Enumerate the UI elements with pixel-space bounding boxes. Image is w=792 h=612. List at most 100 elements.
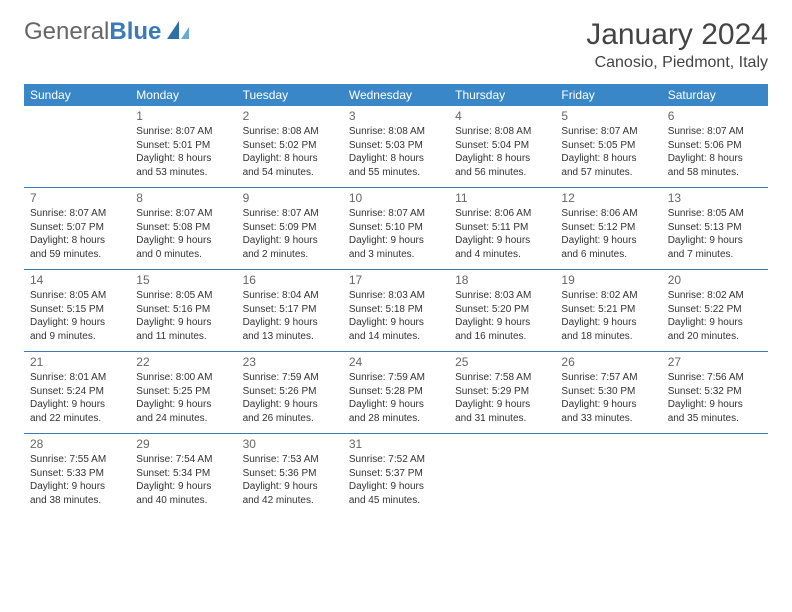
sunset-line: Sunset: 5:18 PM [349, 303, 443, 317]
calendar-cell: 6Sunrise: 8:07 AMSunset: 5:06 PMDaylight… [662, 106, 768, 188]
day-number: 31 [349, 437, 443, 451]
daylight-line: and 0 minutes. [136, 248, 230, 262]
calendar-cell: 28Sunrise: 7:55 AMSunset: 5:33 PMDayligh… [24, 434, 130, 516]
daylight-line: and 6 minutes. [561, 248, 655, 262]
day-number: 24 [349, 355, 443, 369]
daylight-line: Daylight: 9 hours [136, 234, 230, 248]
daylight-line: and 40 minutes. [136, 494, 230, 508]
calendar-cell [449, 434, 555, 516]
sunrise-line: Sunrise: 7:55 AM [30, 453, 124, 467]
sunrise-line: Sunrise: 8:00 AM [136, 371, 230, 385]
sunrise-line: Sunrise: 8:07 AM [136, 125, 230, 139]
sunset-line: Sunset: 5:16 PM [136, 303, 230, 317]
calendar-row: 7Sunrise: 8:07 AMSunset: 5:07 PMDaylight… [24, 188, 768, 270]
sunrise-line: Sunrise: 8:05 AM [30, 289, 124, 303]
sunrise-line: Sunrise: 7:57 AM [561, 371, 655, 385]
sunrise-line: Sunrise: 8:08 AM [349, 125, 443, 139]
daylight-line: and 28 minutes. [349, 412, 443, 426]
calendar-cell: 21Sunrise: 8:01 AMSunset: 5:24 PMDayligh… [24, 352, 130, 434]
logo-text-a: General [24, 18, 109, 45]
daylight-line: Daylight: 9 hours [455, 316, 549, 330]
calendar-cell: 9Sunrise: 8:07 AMSunset: 5:09 PMDaylight… [237, 188, 343, 270]
daylight-line: and 31 minutes. [455, 412, 549, 426]
calendar-cell: 30Sunrise: 7:53 AMSunset: 5:36 PMDayligh… [237, 434, 343, 516]
weekday-header: Thursday [449, 84, 555, 106]
day-number: 23 [243, 355, 337, 369]
location: Canosio, Piedmont, Italy [586, 54, 768, 72]
sunrise-line: Sunrise: 8:07 AM [30, 207, 124, 221]
daylight-line: Daylight: 9 hours [561, 234, 655, 248]
sunrise-line: Sunrise: 8:07 AM [349, 207, 443, 221]
day-number: 25 [455, 355, 549, 369]
sunrise-line: Sunrise: 7:53 AM [243, 453, 337, 467]
daylight-line: and 2 minutes. [243, 248, 337, 262]
daylight-line: Daylight: 8 hours [136, 152, 230, 166]
day-number: 26 [561, 355, 655, 369]
daylight-line: and 4 minutes. [455, 248, 549, 262]
calendar-cell [662, 434, 768, 516]
calendar-row: 28Sunrise: 7:55 AMSunset: 5:33 PMDayligh… [24, 434, 768, 516]
calendar-row: 1Sunrise: 8:07 AMSunset: 5:01 PMDaylight… [24, 106, 768, 188]
sunrise-line: Sunrise: 8:02 AM [668, 289, 762, 303]
calendar-cell: 27Sunrise: 7:56 AMSunset: 5:32 PMDayligh… [662, 352, 768, 434]
sunset-line: Sunset: 5:12 PM [561, 221, 655, 235]
day-number: 29 [136, 437, 230, 451]
sunrise-line: Sunrise: 8:07 AM [668, 125, 762, 139]
sunset-line: Sunset: 5:25 PM [136, 385, 230, 399]
month-title: January 2024 [586, 18, 768, 52]
day-number: 5 [561, 109, 655, 123]
day-number: 18 [455, 273, 549, 287]
sunrise-line: Sunrise: 8:06 AM [455, 207, 549, 221]
logo-text-b: Blue [109, 18, 161, 45]
sunset-line: Sunset: 5:20 PM [455, 303, 549, 317]
sunset-line: Sunset: 5:37 PM [349, 467, 443, 481]
daylight-line: Daylight: 9 hours [136, 398, 230, 412]
calendar-cell: 7Sunrise: 8:07 AMSunset: 5:07 PMDaylight… [24, 188, 130, 270]
sunrise-line: Sunrise: 8:03 AM [455, 289, 549, 303]
day-number: 12 [561, 191, 655, 205]
calendar-cell: 18 Sunrise: 8:03 AMSunset: 5:20 PMDayligh… [449, 270, 555, 352]
daylight-line: and 58 minutes. [668, 166, 762, 180]
daylight-line: and 45 minutes. [349, 494, 443, 508]
daylight-line: and 56 minutes. [455, 166, 549, 180]
calendar-cell: 2Sunrise: 8:08 AMSunset: 5:02 PMDaylight… [237, 106, 343, 188]
sunset-line: Sunset: 5:01 PM [136, 139, 230, 153]
daylight-line: Daylight: 9 hours [30, 398, 124, 412]
sunset-line: Sunset: 5:21 PM [561, 303, 655, 317]
sunset-line: Sunset: 5:09 PM [243, 221, 337, 235]
daylight-line: Daylight: 9 hours [349, 316, 443, 330]
daylight-line: Daylight: 9 hours [243, 234, 337, 248]
day-number: 8 [136, 191, 230, 205]
sunrise-line: Sunrise: 8:01 AM [30, 371, 124, 385]
calendar-cell: 5Sunrise: 8:07 AMSunset: 5:05 PMDaylight… [555, 106, 661, 188]
weekday-header: Saturday [662, 84, 768, 106]
sunset-line: Sunset: 5:03 PM [349, 139, 443, 153]
daylight-line: Daylight: 9 hours [243, 316, 337, 330]
calendar-cell: 4Sunrise: 8:08 AMSunset: 5:04 PMDaylight… [449, 106, 555, 188]
day-number: 6 [668, 109, 762, 123]
sunset-line: Sunset: 5:10 PM [349, 221, 443, 235]
calendar-row: 21Sunrise: 8:01 AMSunset: 5:24 PMDayligh… [24, 352, 768, 434]
daylight-line: Daylight: 9 hours [668, 398, 762, 412]
calendar-cell: 24Sunrise: 7:59 AMSunset: 5:28 PMDayligh… [343, 352, 449, 434]
daylight-line: Daylight: 9 hours [349, 234, 443, 248]
daylight-line: Daylight: 9 hours [349, 398, 443, 412]
sunset-line: Sunset: 5:08 PM [136, 221, 230, 235]
sunset-line: Sunset: 5:15 PM [30, 303, 124, 317]
day-number: 19 [561, 273, 655, 287]
day-number: 16 [243, 273, 337, 287]
daylight-line: and 16 minutes. [455, 330, 549, 344]
calendar-cell: 29Sunrise: 7:54 AMSunset: 5:34 PMDayligh… [130, 434, 236, 516]
calendar-cell: 3Sunrise: 8:08 AMSunset: 5:03 PMDaylight… [343, 106, 449, 188]
daylight-line: and 14 minutes. [349, 330, 443, 344]
calendar-cell: 25Sunrise: 7:58 AMSunset: 5:29 PMDayligh… [449, 352, 555, 434]
day-number: 1 [136, 109, 230, 123]
sunrise-line: Sunrise: 7:59 AM [349, 371, 443, 385]
daylight-line: Daylight: 8 hours [561, 152, 655, 166]
sunset-line: Sunset: 5:06 PM [668, 139, 762, 153]
calendar-row: 14Sunrise: 8:05 AMSunset: 5:15 PMDayligh… [24, 270, 768, 352]
daylight-line: Daylight: 8 hours [243, 152, 337, 166]
sunrise-line: Sunrise: 7:52 AM [349, 453, 443, 467]
daylight-line: and 11 minutes. [136, 330, 230, 344]
daylight-line: and 59 minutes. [30, 248, 124, 262]
